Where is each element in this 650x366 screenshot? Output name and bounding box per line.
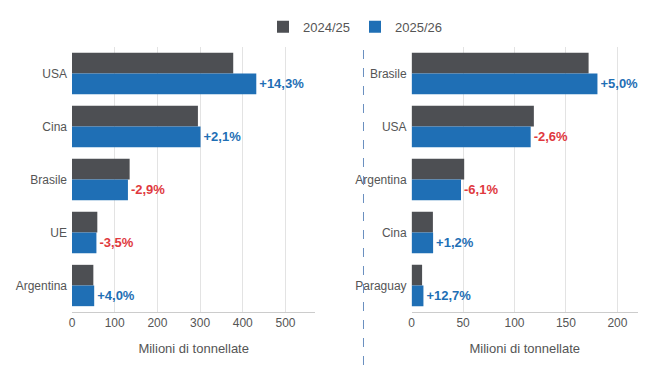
svg-text:0: 0 xyxy=(69,316,76,330)
svg-text:2025/26: 2025/26 xyxy=(395,20,442,35)
svg-text:50: 50 xyxy=(456,316,470,330)
svg-text:300: 300 xyxy=(190,316,210,330)
svg-text:Cina: Cina xyxy=(382,226,407,240)
svg-text:Brasile: Brasile xyxy=(370,67,407,81)
svg-text:UE: UE xyxy=(50,226,67,240)
svg-text:USA: USA xyxy=(382,120,407,134)
svg-text:100: 100 xyxy=(504,316,524,330)
svg-text:2024/25: 2024/25 xyxy=(303,20,350,35)
svg-text:Cina: Cina xyxy=(42,120,67,134)
svg-text:-3,5%: -3,5% xyxy=(99,235,133,250)
svg-text:+14,3%: +14,3% xyxy=(259,76,304,91)
svg-text:+4,0%: +4,0% xyxy=(97,288,135,303)
svg-text:0: 0 xyxy=(408,316,415,330)
svg-text:USA: USA xyxy=(42,67,67,81)
svg-text:Brasile: Brasile xyxy=(30,173,67,187)
svg-text:150: 150 xyxy=(556,316,576,330)
svg-text:200: 200 xyxy=(147,316,167,330)
svg-text:-2,6%: -2,6% xyxy=(534,129,568,144)
svg-text:400: 400 xyxy=(233,316,253,330)
svg-text:Argentina: Argentina xyxy=(16,279,68,293)
svg-text:Milioni di tonnellate: Milioni di tonnellate xyxy=(470,341,581,356)
svg-text:Argentina: Argentina xyxy=(355,173,407,187)
svg-text:+2,1%: +2,1% xyxy=(204,129,242,144)
svg-text:+12,7%: +12,7% xyxy=(426,288,471,303)
svg-text:Milioni di tonnellate: Milioni di tonnellate xyxy=(138,341,249,356)
svg-text:-2,9%: -2,9% xyxy=(131,182,165,197)
svg-text:-6,1%: -6,1% xyxy=(464,182,498,197)
svg-text:200: 200 xyxy=(607,316,627,330)
svg-text:100: 100 xyxy=(105,316,125,330)
svg-text:+1,2%: +1,2% xyxy=(436,235,474,250)
svg-text:Paraguay: Paraguay xyxy=(355,279,406,293)
svg-text:+5,0%: +5,0% xyxy=(600,76,638,91)
svg-text:500: 500 xyxy=(275,316,295,330)
